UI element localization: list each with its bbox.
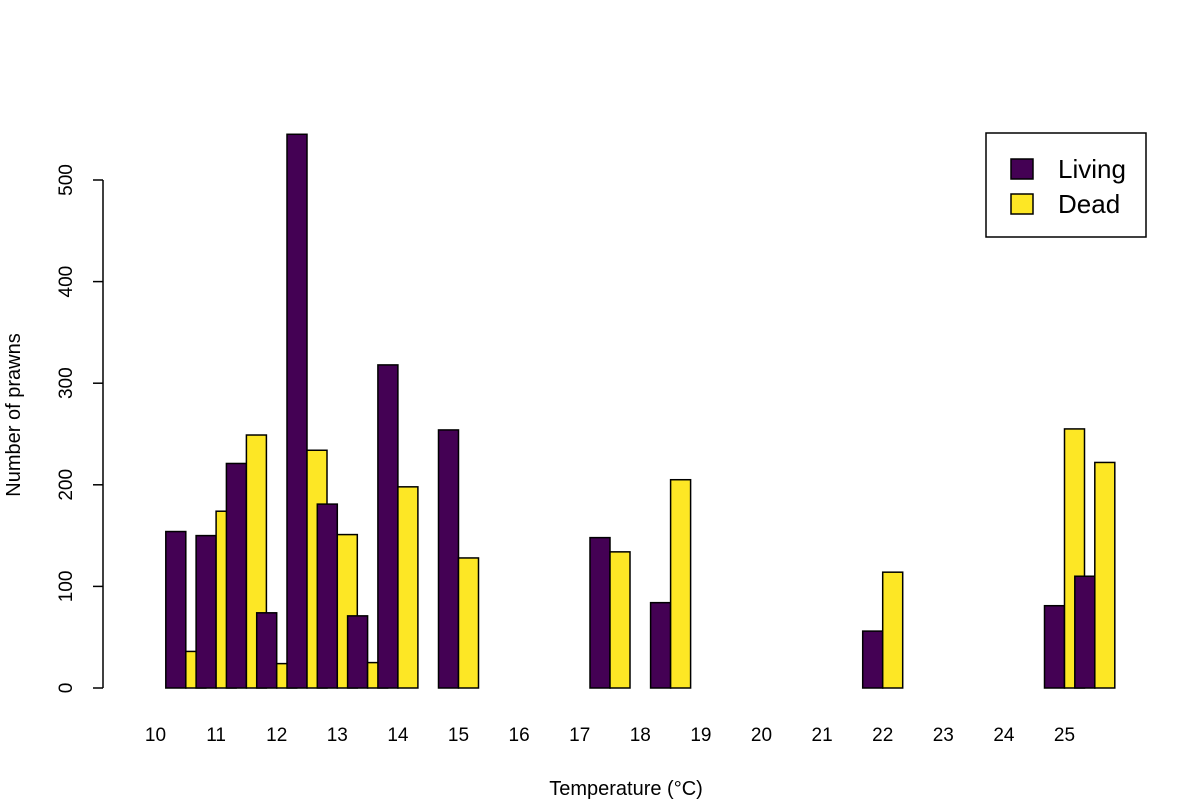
bar-dead-15 (457, 557, 480, 689)
legend-swatch-dead (1010, 193, 1034, 215)
x-tick-label-23: 23 (933, 725, 954, 746)
x-tick-label-14: 14 (387, 725, 409, 746)
bar-living-13.5 (346, 615, 369, 689)
x-tick-label-18: 18 (630, 725, 651, 746)
x-tick-label-15: 15 (448, 725, 469, 746)
bar-living-17.5 (589, 536, 611, 689)
y-tick-label-300: 300 (56, 367, 77, 399)
x-tick-label-17: 17 (569, 725, 590, 746)
x-tick-label-13: 13 (327, 725, 348, 746)
x-tick-label-11: 11 (206, 725, 226, 746)
bar-dead-17.5 (609, 551, 631, 689)
x-tick-label-24: 24 (993, 725, 1015, 746)
y-axis: 0 100 200 300 400 500 (56, 164, 104, 694)
bar-dead-14 (397, 486, 419, 689)
x-tick-label-10: 10 (145, 725, 166, 746)
x-tick-label-12: 12 (266, 725, 287, 746)
x-tick-label-25: 25 (1054, 725, 1075, 746)
bar-dead-18.5 (669, 478, 692, 689)
x-tick-label-16: 16 (509, 725, 530, 746)
x-tick-label-21: 21 (812, 725, 833, 746)
y-tick-label-500: 500 (56, 164, 77, 196)
x-axis-label: Temperature (°C) (549, 778, 703, 800)
legend-label-dead: Dead (1058, 189, 1120, 219)
x-tick-labels: 10 11 12 13 14 15 16 17 18 19 20 21 22 23 24 25 (145, 725, 1075, 746)
bar-living-25 (1043, 604, 1066, 689)
bar-living-22 (861, 630, 884, 689)
y-tick-label-100: 100 (56, 571, 77, 603)
x-tick-label-19: 19 (690, 725, 711, 746)
bar-living-11 (195, 534, 217, 689)
y-tick-label-200: 200 (56, 469, 77, 501)
y-axis-label: Number of prawns (3, 333, 25, 496)
legend: Living Dead (985, 132, 1147, 238)
bar-living-18.5 (649, 601, 672, 689)
bar-living-10.5 (165, 530, 187, 689)
bar-living-15 (437, 429, 460, 689)
y-tick-label-400: 400 (56, 266, 77, 298)
bar-living-12 (255, 612, 278, 689)
bar-living-25.5 (1074, 575, 1096, 689)
legend-swatch-living (1010, 158, 1034, 180)
bar-dead-25.5 (1094, 461, 1116, 689)
bar-living-14 (377, 364, 399, 689)
x-tick-label-20: 20 (751, 725, 772, 746)
x-tick-label-22: 22 (872, 725, 893, 746)
bar-living-13 (316, 503, 339, 689)
legend-box (985, 132, 1147, 238)
y-tick-label-0: 0 (56, 683, 77, 694)
bar-living-11.5 (225, 462, 248, 689)
legend-label-living: Living (1058, 154, 1126, 184)
bar-living-12.5 (286, 133, 308, 689)
bar-dead-22 (881, 571, 904, 689)
bars-group (165, 133, 1116, 689)
